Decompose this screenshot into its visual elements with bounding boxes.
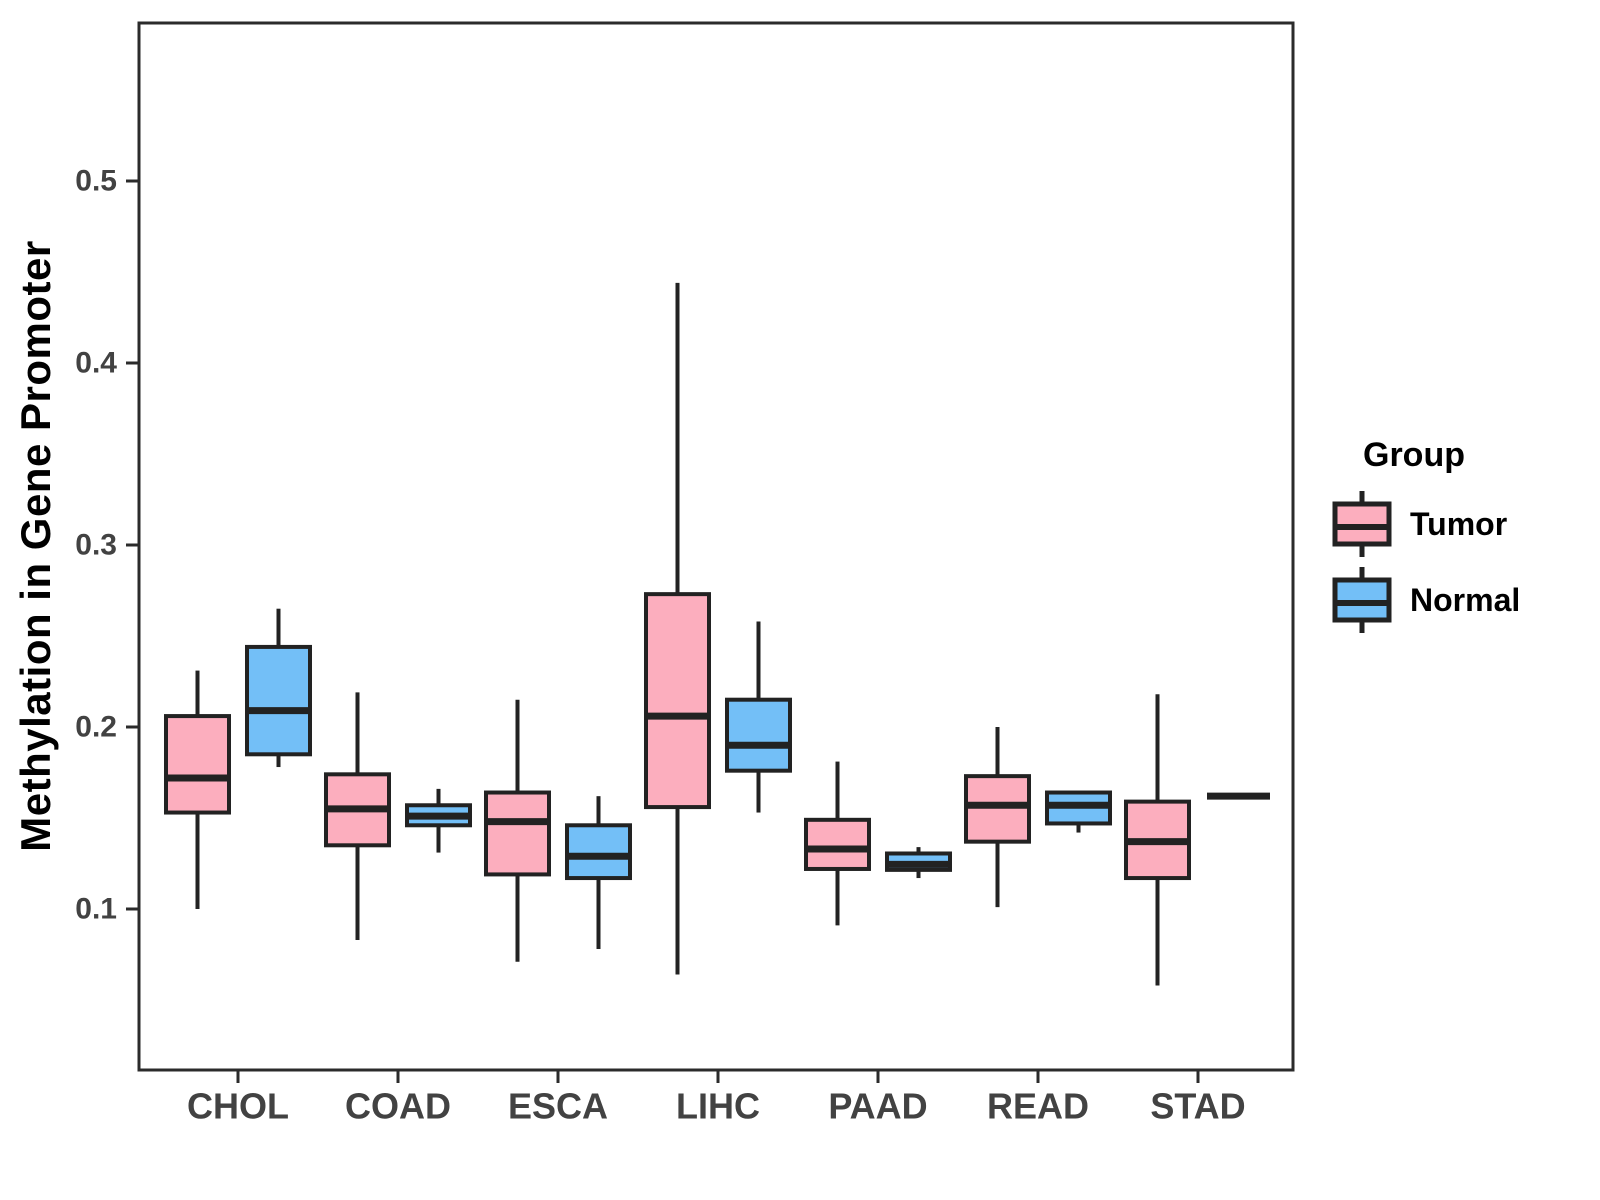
legend-title: Group — [1363, 436, 1465, 474]
box-tumor-chol — [164, 670, 231, 909]
legend-item-label: Normal — [1410, 581, 1521, 618]
x-tick-label: ESCA — [508, 1086, 608, 1127]
y-tick-label: 0.3 — [75, 529, 117, 562]
x-tick-label: READ — [987, 1086, 1089, 1127]
normal-boxplot-key-icon — [1332, 567, 1392, 633]
iqr-box — [484, 790, 551, 877]
legend-item-label: Tumor — [1410, 505, 1508, 542]
box-tumor-esca — [484, 699, 551, 962]
y-tick-label: 0.5 — [75, 165, 117, 198]
y-tick-label: 0.4 — [75, 347, 117, 380]
box-normal-lihc — [725, 621, 792, 813]
iqr-box — [804, 817, 871, 871]
iqr-box — [164, 714, 231, 815]
iqr-box — [245, 644, 312, 757]
y-tick-label: 0.1 — [75, 893, 117, 926]
x-tick-label: PAAD — [828, 1086, 927, 1127]
box-normal-coad — [405, 788, 472, 853]
legend-item-normal: Normal — [1330, 565, 1600, 635]
iqr-box — [565, 823, 632, 881]
box-tumor-lihc — [644, 282, 711, 975]
box-normal-esca — [565, 796, 632, 950]
box-normal-read — [1045, 790, 1112, 833]
x-tick-label: LIHC — [676, 1086, 760, 1127]
y-tick-label: 0.2 — [75, 711, 117, 744]
box-tumor-stad — [1124, 694, 1191, 986]
iqr-box — [964, 774, 1031, 844]
legend: Group Tumor Normal — [1330, 436, 1600, 635]
box-tumor-paad — [804, 761, 871, 926]
x-tick-label: STAD — [1150, 1086, 1245, 1127]
plot-panel — [137, 21, 1295, 1072]
box-normal-chol — [245, 608, 312, 768]
iqr-box — [725, 697, 792, 773]
box-tumor-coad — [324, 692, 391, 940]
tumor-boxplot-key-icon — [1332, 491, 1392, 557]
x-tick-label: CHOL — [187, 1086, 289, 1127]
box-normal-paad — [885, 847, 952, 879]
iqr-box — [644, 592, 711, 810]
x-tick-label: COAD — [345, 1086, 451, 1127]
y-axis-title: Methylation in Gene Promoter — [12, 240, 59, 852]
legend-item-tumor: Tumor — [1330, 489, 1600, 559]
box-tumor-read — [964, 727, 1031, 908]
